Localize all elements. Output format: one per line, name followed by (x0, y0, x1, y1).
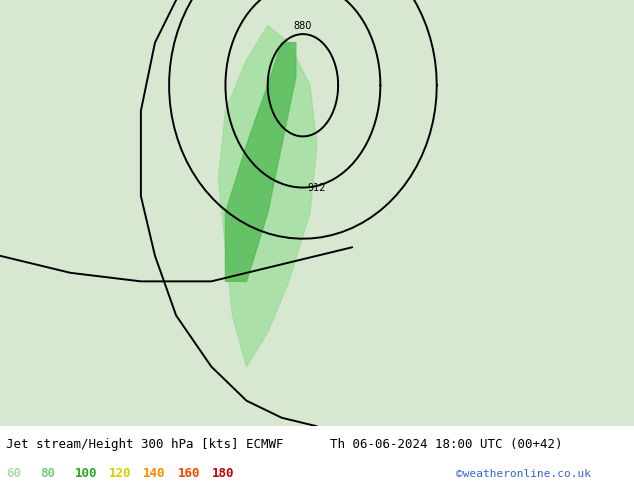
Text: 180: 180 (212, 467, 234, 480)
FancyBboxPatch shape (0, 0, 634, 426)
Polygon shape (218, 25, 317, 367)
Text: 120: 120 (109, 467, 131, 480)
Text: ©weatheronline.co.uk: ©weatheronline.co.uk (456, 469, 592, 479)
Text: 880: 880 (294, 21, 312, 30)
Text: Jet stream/Height 300 hPa [kts] ECMWF: Jet stream/Height 300 hPa [kts] ECMWF (6, 439, 284, 451)
Text: 160: 160 (178, 467, 200, 480)
Polygon shape (226, 43, 296, 281)
Text: 100: 100 (75, 467, 97, 480)
Text: 912: 912 (307, 183, 327, 193)
Text: Th 06-06-2024 18:00 UTC (00+42): Th 06-06-2024 18:00 UTC (00+42) (330, 439, 562, 451)
Text: 80: 80 (41, 467, 56, 480)
Text: 60: 60 (6, 467, 22, 480)
Text: 140: 140 (143, 467, 165, 480)
